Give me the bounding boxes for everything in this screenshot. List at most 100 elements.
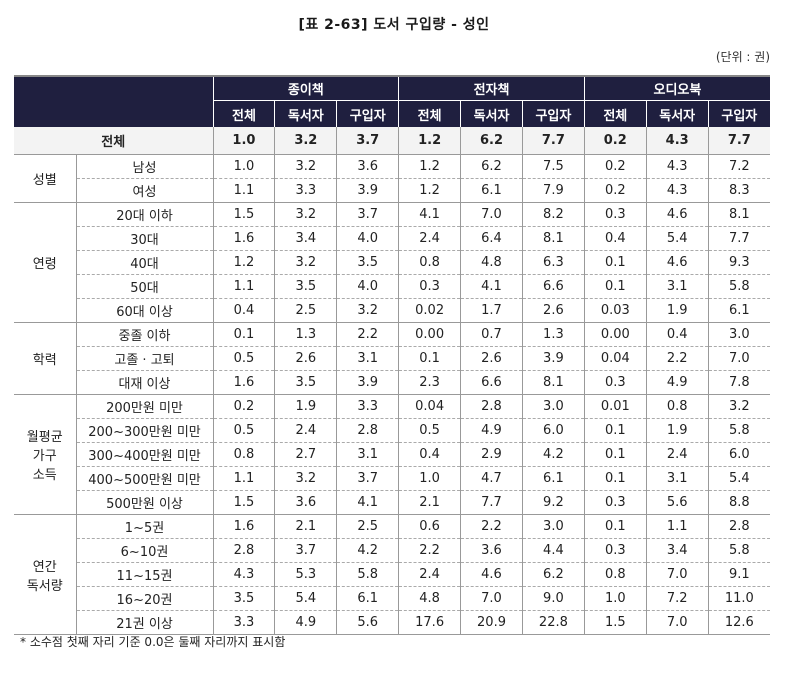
cell: 7.7 (707, 226, 771, 251)
cell: 4.6 (645, 250, 709, 275)
cell: 5.3 (274, 562, 337, 587)
cell: 3.1 (645, 466, 709, 491)
cell: 0.4 (645, 322, 709, 347)
cell: 5.8 (707, 418, 771, 443)
section-label-line: 가구 (32, 449, 57, 464)
cell: 1.1 (212, 178, 275, 203)
cell: 20.9 (460, 610, 523, 635)
cell: 1.1 (212, 466, 275, 491)
cell: 0.1 (583, 418, 647, 443)
cell: 3.2 (707, 394, 771, 419)
cell: 0.2 (212, 394, 275, 419)
cell: 0.1 (398, 346, 461, 371)
cell: 9.1 (707, 562, 771, 587)
row-label: 60대 이상 (75, 298, 213, 323)
cell: 0.8 (645, 394, 709, 419)
cell: 6.1 (521, 466, 585, 491)
row-label: 40대 (75, 250, 213, 275)
cell: 5.8 (707, 538, 771, 563)
cell: 0.4 (583, 226, 647, 251)
section-label-line: 독서량 (26, 578, 63, 594)
cell: 3.7 (274, 538, 337, 563)
row-label: 30대 (75, 226, 213, 251)
cell: 0.04 (583, 346, 647, 371)
cell: 6.1 (460, 178, 523, 203)
cell: 7.5 (521, 154, 585, 179)
row-label: 500만원 이상 (75, 490, 213, 515)
cell: 3.5 (274, 370, 337, 395)
section-label-line: 연간 (32, 559, 57, 575)
table-row: 연간 독서량 1~5권 1.6 2.1 2.5 0.6 2.2 3.0 0.1 1.1 2.8 (14, 514, 771, 635)
cell: 2.8 (336, 418, 399, 443)
cell: 3.5 (336, 250, 399, 275)
cell: 5.6 (645, 490, 709, 515)
cell: 0.8 (212, 442, 275, 467)
cell: 2.9 (460, 442, 523, 467)
cell: 9.0 (521, 586, 585, 611)
cell: 9.3 (707, 250, 771, 275)
cell: 0.5 (212, 346, 275, 371)
cell: 2.3 (398, 370, 461, 395)
table-row: 고졸 · 고퇴 0.5 2.6 3.1 0.1 2.6 3.9 0.04 2.2 7.0 (14, 346, 771, 371)
table-row: 40대 1.2 3.2 3.5 0.8 4.8 6.3 0.1 4.6 9.3 (14, 250, 771, 275)
cell: 1.0 (398, 466, 461, 491)
table-title: [표 2-63] 도서 구입량 - 성인 (298, 17, 490, 33)
cell: 4.0 (336, 226, 399, 251)
section-label-line: 월평균 (26, 430, 63, 445)
cell: 8.2 (521, 202, 585, 227)
row-label: 400~500만원 미만 (75, 466, 213, 491)
cell: 6.0 (521, 418, 585, 443)
cell: 4.4 (521, 538, 585, 563)
header-sub-reader: 독서자 (645, 100, 709, 127)
cell: 8.8 (707, 490, 771, 515)
row-label: 중졸 이하 (75, 322, 213, 347)
cell: 0.3 (583, 490, 647, 515)
book-purchase-table: 종이책 전자책 오디오북 전체 독서자 구입자 전체 독서자 구입자 전체 독서… (14, 75, 771, 635)
cell: 3.0 (707, 322, 771, 347)
cell: 3.2 (336, 298, 399, 323)
section-label: 성별 (14, 154, 76, 203)
cell: 1.0 (212, 127, 275, 155)
header-sub-buyer: 구입자 (521, 100, 585, 127)
cell: 3.6 (336, 154, 399, 179)
cell: 5.4 (707, 466, 771, 491)
cell: 0.3 (583, 370, 647, 395)
header-corner (14, 75, 213, 127)
cell: 4.2 (336, 538, 399, 563)
cell: 9.2 (521, 490, 585, 515)
cell: 3.2 (274, 127, 337, 155)
cell: 0.3 (583, 538, 647, 563)
cell: 3.2 (274, 202, 337, 227)
cell: 4.1 (336, 490, 399, 515)
row-label: 200~300만원 미만 (75, 418, 213, 443)
cell: 3.0 (521, 394, 585, 419)
row-label: 200만원 미만 (75, 394, 213, 419)
cell: 2.1 (398, 490, 461, 515)
table-row: 대재 이상 1.6 3.5 3.9 2.3 6.6 8.1 0.3 4.9 7.8 (14, 370, 771, 395)
cell: 3.1 (336, 346, 399, 371)
cell: 5.8 (336, 562, 399, 587)
cell: 4.1 (398, 202, 461, 227)
table-row: 30대 1.6 3.4 4.0 2.4 6.4 8.1 0.4 5.4 7.7 (14, 226, 771, 251)
cell: 0.8 (583, 562, 647, 587)
cell: 12.6 (707, 610, 771, 635)
cell: 8.1 (521, 226, 585, 251)
cell: 4.9 (645, 370, 709, 395)
header-sub-total: 전체 (583, 100, 647, 127)
cell: 4.2 (521, 442, 585, 467)
cell: 2.2 (460, 514, 523, 539)
cell: 22.8 (521, 610, 585, 635)
cell: 4.9 (274, 610, 337, 635)
cell: 1.5 (212, 202, 275, 227)
cell: 2.4 (398, 226, 461, 251)
footnote: * 소수점 첫째 자리 기준 0.0은 둘째 자리까지 표시함 (20, 635, 286, 649)
cell: 1.3 (521, 322, 585, 347)
cell: 1.5 (212, 490, 275, 515)
cell: 1.1 (212, 274, 275, 299)
table-row: 60대 이상 0.4 2.5 3.2 0.02 1.7 2.6 0.03 1.9 6.1 (14, 298, 771, 323)
cell: 3.5 (212, 586, 275, 611)
cell: 7.7 (460, 490, 523, 515)
cell: 0.7 (460, 322, 523, 347)
total-row-label: 전체 (14, 127, 213, 155)
cell: 6.2 (460, 154, 523, 179)
